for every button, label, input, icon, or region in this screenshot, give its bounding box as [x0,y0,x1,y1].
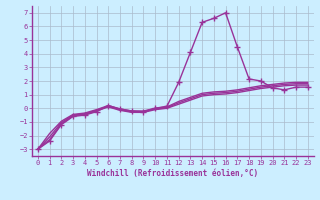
X-axis label: Windchill (Refroidissement éolien,°C): Windchill (Refroidissement éolien,°C) [87,169,258,178]
